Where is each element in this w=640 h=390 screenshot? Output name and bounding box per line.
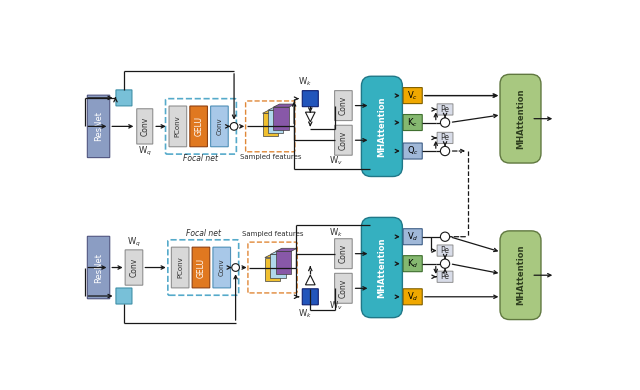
FancyBboxPatch shape (87, 95, 109, 158)
Text: $\mathrm{W}_v$: $\mathrm{W}_v$ (329, 155, 342, 167)
FancyBboxPatch shape (500, 74, 541, 163)
FancyBboxPatch shape (137, 109, 153, 144)
FancyBboxPatch shape (437, 132, 453, 144)
Polygon shape (265, 254, 287, 257)
FancyBboxPatch shape (302, 90, 318, 107)
Text: $\mathrm{K}_c$: $\mathrm{K}_c$ (407, 116, 418, 129)
Polygon shape (268, 107, 289, 110)
FancyBboxPatch shape (335, 90, 352, 121)
FancyBboxPatch shape (335, 273, 352, 303)
Circle shape (230, 122, 238, 130)
FancyBboxPatch shape (169, 106, 187, 147)
Circle shape (440, 118, 450, 127)
Polygon shape (276, 251, 291, 275)
Text: Conv: Conv (339, 279, 348, 298)
Text: $\mathrm{K}_d$: $\mathrm{K}_d$ (407, 257, 419, 270)
FancyBboxPatch shape (437, 271, 453, 282)
Polygon shape (276, 248, 297, 251)
FancyBboxPatch shape (87, 236, 109, 299)
FancyBboxPatch shape (403, 88, 422, 104)
Text: $\mathrm{W}_k$: $\mathrm{W}_k$ (329, 227, 342, 239)
FancyBboxPatch shape (403, 143, 422, 159)
Text: Conv: Conv (339, 244, 348, 263)
Text: $\mathrm{V}_d$: $\mathrm{V}_d$ (407, 230, 419, 243)
Circle shape (440, 146, 450, 156)
FancyBboxPatch shape (403, 115, 422, 131)
Text: Conv: Conv (216, 117, 223, 135)
Text: $\mathrm{W}_q$: $\mathrm{W}_q$ (127, 236, 141, 250)
FancyBboxPatch shape (403, 289, 422, 305)
Text: Pe: Pe (440, 105, 449, 114)
Circle shape (440, 232, 450, 241)
Text: $\mathrm{V}_d$: $\mathrm{V}_d$ (407, 291, 419, 303)
Circle shape (440, 259, 450, 268)
Text: $\mathrm{V}_c$: $\mathrm{V}_c$ (407, 89, 418, 102)
Text: Focal net: Focal net (186, 229, 221, 238)
Text: $\mathrm{Q}_c$: $\mathrm{Q}_c$ (407, 145, 419, 157)
Polygon shape (273, 104, 295, 107)
Polygon shape (262, 110, 284, 113)
FancyBboxPatch shape (116, 90, 132, 106)
FancyBboxPatch shape (362, 76, 403, 177)
Polygon shape (262, 113, 278, 136)
FancyBboxPatch shape (192, 247, 210, 288)
FancyBboxPatch shape (190, 106, 207, 147)
FancyBboxPatch shape (437, 104, 453, 115)
FancyBboxPatch shape (211, 106, 228, 147)
Polygon shape (268, 110, 284, 133)
Text: ResNet: ResNet (94, 112, 103, 142)
Circle shape (232, 264, 239, 271)
Polygon shape (305, 275, 315, 285)
Text: GELU: GELU (194, 116, 203, 136)
Text: Sampled features: Sampled features (242, 230, 303, 237)
Text: Sampled features: Sampled features (239, 154, 301, 160)
Text: Pe: Pe (440, 272, 449, 281)
FancyBboxPatch shape (335, 239, 352, 269)
FancyBboxPatch shape (362, 217, 403, 317)
Text: Conv: Conv (219, 259, 225, 277)
Text: Pe: Pe (440, 133, 449, 142)
Polygon shape (270, 254, 285, 278)
FancyBboxPatch shape (302, 289, 318, 305)
Text: ResNet: ResNet (94, 252, 103, 282)
FancyBboxPatch shape (116, 288, 132, 304)
FancyBboxPatch shape (403, 256, 422, 272)
Text: MHAttention: MHAttention (378, 96, 387, 157)
Text: MHAttention: MHAttention (516, 89, 525, 149)
Text: PConv: PConv (177, 257, 183, 278)
Polygon shape (265, 257, 280, 281)
FancyBboxPatch shape (500, 231, 541, 319)
Text: $\mathrm{W}_q$: $\mathrm{W}_q$ (138, 144, 152, 158)
Text: Conv: Conv (339, 131, 348, 150)
FancyBboxPatch shape (172, 247, 189, 288)
Text: GELU: GELU (196, 257, 205, 278)
Polygon shape (270, 251, 292, 254)
Text: Conv: Conv (129, 258, 138, 277)
FancyBboxPatch shape (403, 229, 422, 245)
Text: Conv: Conv (140, 117, 149, 136)
Text: Pe: Pe (440, 246, 449, 255)
FancyBboxPatch shape (213, 247, 230, 288)
FancyBboxPatch shape (125, 250, 143, 285)
Text: $\mathrm{W}_k$: $\mathrm{W}_k$ (298, 307, 312, 320)
Text: $\mathrm{W}_k$: $\mathrm{W}_k$ (298, 76, 312, 88)
Text: MHAttention: MHAttention (378, 237, 387, 298)
Polygon shape (305, 112, 315, 122)
Text: MHAttention: MHAttention (516, 245, 525, 305)
Text: PConv: PConv (175, 115, 181, 137)
Text: $\mathrm{W}_v$: $\mathrm{W}_v$ (329, 300, 342, 312)
Polygon shape (273, 107, 289, 130)
Text: Conv: Conv (339, 96, 348, 115)
FancyBboxPatch shape (335, 125, 352, 155)
Text: Focal net: Focal net (184, 154, 218, 163)
FancyBboxPatch shape (437, 245, 453, 256)
